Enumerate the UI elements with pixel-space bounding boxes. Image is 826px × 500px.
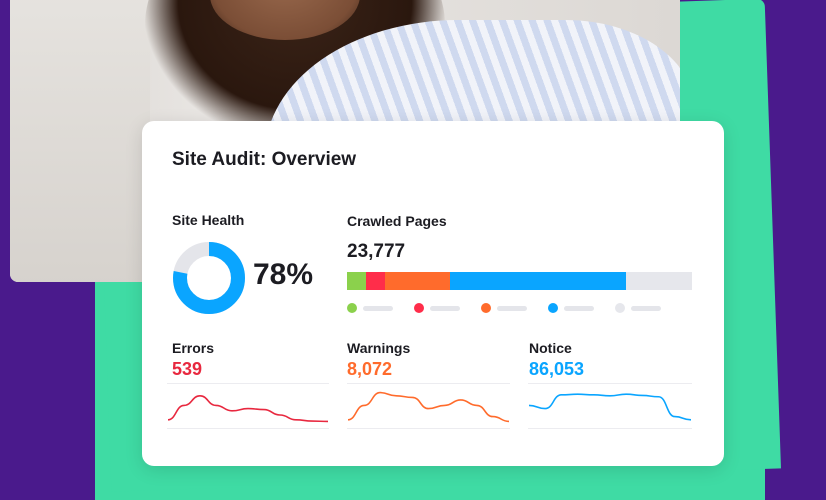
notice-sparkline	[528, 383, 692, 429]
sparkline-path	[167, 394, 329, 423]
sparkline-path	[528, 393, 692, 421]
site-health-label: Site Health	[172, 212, 245, 228]
crawl-segment-broken	[365, 272, 385, 290]
legend-dot	[615, 303, 625, 313]
warnings-label: Warnings	[347, 340, 411, 356]
site-health-donut	[172, 241, 246, 320]
crawl-segment-healthy	[347, 272, 366, 290]
crawl-segment-redirected	[450, 272, 627, 290]
warnings-sparkline	[347, 383, 510, 429]
notice-label: Notice	[529, 340, 572, 356]
crawl-segment-blocked	[626, 272, 692, 290]
sparkline-path	[347, 391, 510, 423]
warnings-value: 8,072	[347, 359, 393, 379]
donut-fill	[173, 242, 245, 314]
errors-value: 539	[172, 359, 203, 379]
legend-placeholder-line	[363, 306, 393, 311]
errors-sparkline	[167, 383, 329, 429]
errors-label: Errors	[172, 340, 215, 356]
legend-placeholder-line	[430, 306, 460, 311]
crawled-pages-label: Crawled Pages	[347, 213, 447, 229]
legend-placeholder-line	[631, 306, 661, 311]
legend-dot	[414, 303, 424, 313]
legend-placeholder-line	[564, 306, 594, 311]
legend-dot	[347, 303, 357, 313]
notice-value: 86,053	[529, 359, 585, 379]
legend-placeholder-line	[497, 306, 527, 311]
crawled-pages-legend	[347, 302, 692, 314]
photo-wall	[10, 0, 150, 282]
legend-dot	[481, 303, 491, 313]
donut-chart	[173, 242, 245, 314]
crawl-segment-have-issues	[384, 272, 451, 290]
crawled-pages-count: 23,777	[347, 241, 406, 262]
card-title: Site Audit: Overview	[172, 149, 357, 170]
legend-dot	[548, 303, 558, 313]
site-audit-card: Site Audit: Overview Site Health 78% Cra…	[142, 121, 724, 466]
crawled-pages-bar	[347, 272, 692, 290]
site-health-percent: 78%	[253, 258, 314, 291]
